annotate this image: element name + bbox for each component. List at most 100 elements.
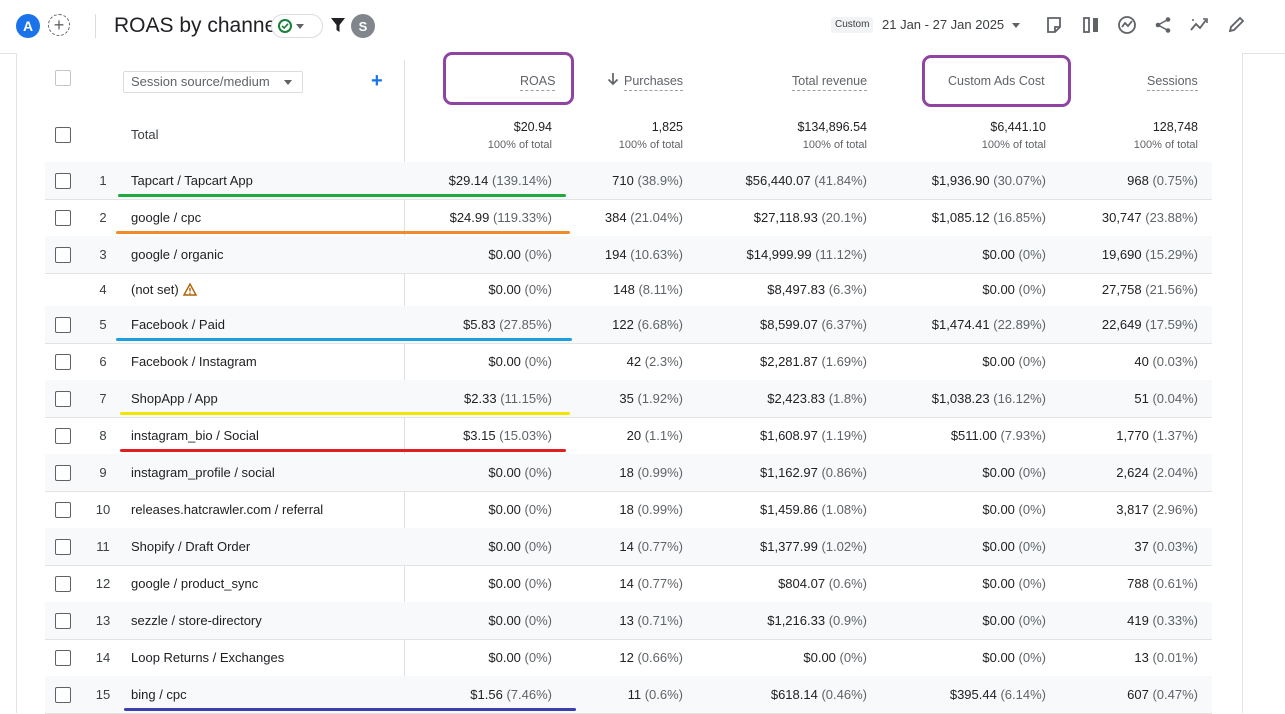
row-checkbox[interactable] <box>55 687 71 703</box>
row-checkbox[interactable] <box>55 428 71 444</box>
row-source-medium[interactable]: bing / cpc <box>131 687 187 702</box>
row-checkbox[interactable] <box>55 391 71 407</box>
row-roas-share: (139.14%) <box>492 173 552 188</box>
row-checkbox[interactable] <box>55 247 71 263</box>
row-source-medium[interactable]: Shopify / Draft Order <box>131 539 250 554</box>
row-revenue: $0.00 (0%) <box>803 650 867 665</box>
row-purchases-value: 148 <box>613 282 635 297</box>
edit-icon[interactable] <box>1225 14 1247 36</box>
row-checkbox[interactable] <box>55 650 71 666</box>
table-row[interactable] <box>45 380 1212 418</box>
row-source-medium[interactable]: sezzle / store-directory <box>131 613 262 628</box>
row-source-medium-label: Tapcart / Tapcart App <box>131 173 253 188</box>
row-checkbox[interactable] <box>55 539 71 555</box>
add-comparison-button[interactable]: + <box>48 14 70 36</box>
row-roas-value: $0.00 <box>488 247 521 262</box>
warning-icon[interactable] <box>182 282 197 299</box>
row-source-medium[interactable]: ShopApp / App <box>131 391 218 406</box>
trend-icon[interactable] <box>1188 14 1210 36</box>
row-revenue-share: (1.19%) <box>821 428 867 443</box>
roas-highlight-box <box>443 52 574 105</box>
row-roas-share: (0%) <box>524 650 552 665</box>
row-roas-share: (0%) <box>524 465 552 480</box>
comparison-avatar-a[interactable]: A <box>16 14 40 38</box>
report-status-dropdown[interactable] <box>271 14 323 38</box>
row-roas-share: (0%) <box>524 282 552 297</box>
row-purchases: 12 (0.66%) <box>619 650 683 665</box>
row-ads-cost: $1,474.41 (22.89%) <box>932 317 1046 332</box>
header-divider <box>95 14 96 38</box>
row-roas-share: (0%) <box>524 539 552 554</box>
row-source-medium[interactable]: releases.hatcrawler.com / referral <box>131 502 323 517</box>
row-checkbox[interactable] <box>55 576 71 592</box>
row-checkbox[interactable] <box>55 502 71 518</box>
row-source-medium[interactable]: instagram_profile / social <box>131 465 275 480</box>
row-roas: $0.00 (0%) <box>488 613 552 628</box>
row-roas-value: $0.00 <box>488 502 521 517</box>
table-row[interactable] <box>45 602 1212 640</box>
row-sessions: 27,758 (21.56%) <box>1102 282 1198 297</box>
row-source-medium[interactable]: Facebook / Paid <box>131 317 225 332</box>
table-row[interactable] <box>45 454 1212 492</box>
total-sessions: 128,748 <box>1152 120 1198 134</box>
row-index: 4 <box>99 282 107 297</box>
row-source-medium-label: Facebook / Paid <box>131 317 225 332</box>
totals-checkbox[interactable] <box>55 127 71 143</box>
row-source-medium[interactable]: Tapcart / Tapcart App <box>131 173 253 188</box>
row-source-medium[interactable]: google / organic <box>131 247 224 262</box>
row-source-medium[interactable]: (not set) <box>131 282 197 299</box>
row-ads-cost-share: (0%) <box>1018 465 1046 480</box>
row-checkbox[interactable] <box>55 317 71 333</box>
row-checkbox[interactable] <box>55 354 71 370</box>
date-range-chevron-icon[interactable] <box>1012 23 1020 28</box>
row-checkbox[interactable] <box>55 210 71 226</box>
row-source-medium[interactable]: Facebook / Instagram <box>131 354 257 369</box>
insights-icon[interactable] <box>1116 14 1138 36</box>
row-revenue-share: (1.02%) <box>821 539 867 554</box>
row-revenue-share: (0.6%) <box>828 576 867 591</box>
row-revenue: $1,608.97 (1.19%) <box>760 428 867 443</box>
total-ads-cost-share: 100% of total <box>981 139 1046 151</box>
table-row[interactable] <box>45 162 1212 200</box>
annotation-note-icon[interactable] <box>1043 14 1065 36</box>
row-ads-cost-share: (0%) <box>1018 613 1046 628</box>
row-checkbox[interactable] <box>55 173 71 189</box>
column-header-roas[interactable]: ROAS <box>520 73 556 91</box>
row-roas-share: (0%) <box>524 613 552 628</box>
row-revenue: $56,440.07 (41.84%) <box>746 173 867 188</box>
total-roas-share: 100% of total <box>487 139 552 151</box>
table-row[interactable] <box>45 528 1212 566</box>
share-icon[interactable] <box>1152 14 1174 36</box>
column-header-purchases[interactable]: Purchases <box>624 73 684 91</box>
row-revenue: $804.07 (0.6%) <box>778 576 867 591</box>
row-roas: $0.00 (0%) <box>488 650 552 665</box>
row-source-medium[interactable]: instagram_bio / Social <box>131 428 259 443</box>
date-range-label[interactable]: 21 Jan - 27 Jan 2025 <box>882 17 1005 32</box>
filter-icon[interactable] <box>330 16 346 39</box>
row-source-medium[interactable]: google / cpc <box>131 210 201 225</box>
add-dimension-button[interactable]: + <box>371 70 383 92</box>
row-source-medium[interactable]: google / product_sync <box>131 576 258 591</box>
row-source-medium-label: google / cpc <box>131 210 202 225</box>
row-source-medium[interactable]: Loop Returns / Exchanges <box>131 650 284 665</box>
row-roas: $0.00 (0%) <box>488 247 552 262</box>
table-row[interactable] <box>45 306 1212 344</box>
segment-badge[interactable]: S <box>351 14 375 38</box>
row-roas-share: (0%) <box>524 576 552 591</box>
row-checkbox[interactable] <box>55 465 71 481</box>
row-ads-cost-value: $1,474.41 <box>931 317 990 332</box>
column-header-total-revenue[interactable]: Total revenue <box>792 73 868 91</box>
compare-icon[interactable] <box>1080 14 1102 36</box>
row-purchases-value: 42 <box>626 354 642 369</box>
row-ads-cost-value: $0.00 <box>982 613 1015 628</box>
column-header-sessions[interactable]: Sessions <box>1147 73 1198 91</box>
table-row[interactable] <box>45 236 1212 274</box>
row-ads-cost-value: $1,038.23 <box>931 391 990 406</box>
select-all-checkbox[interactable] <box>55 70 71 86</box>
row-purchases: 194 (10.63%) <box>605 247 683 262</box>
row-purchases-value: 14 <box>619 576 634 591</box>
row-checkbox[interactable] <box>55 613 71 629</box>
column-header-custom-ads-cost[interactable]: Custom Ads Cost <box>948 74 1045 88</box>
row-ads-cost-value: $0.00 <box>982 502 1015 517</box>
dimension-dropdown[interactable]: Session source/medium <box>123 71 303 93</box>
